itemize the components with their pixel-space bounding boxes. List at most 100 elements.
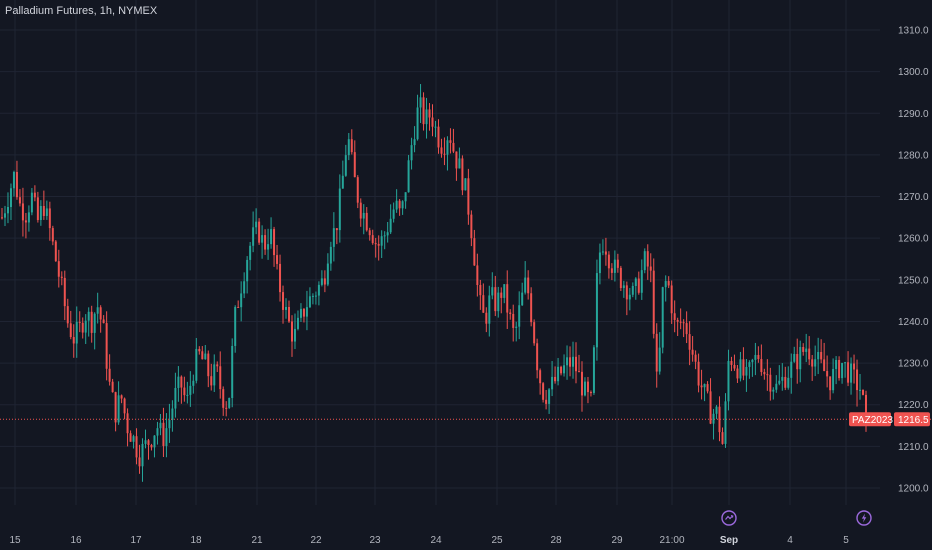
candle-body xyxy=(431,117,434,127)
candle-body xyxy=(586,381,589,393)
candle-body xyxy=(407,160,410,193)
candle-body xyxy=(1,217,3,219)
candle-body xyxy=(787,377,790,388)
y-tick-label: 1280.0 xyxy=(898,150,929,161)
candle-body xyxy=(652,270,655,334)
candle-body xyxy=(365,212,368,231)
candle-body xyxy=(299,308,302,318)
candle-body xyxy=(676,319,679,322)
candle-body xyxy=(410,145,413,161)
candle-body xyxy=(204,353,207,360)
candle-body xyxy=(826,370,829,377)
candle-body xyxy=(150,445,153,448)
candle-body xyxy=(703,384,706,388)
candle-body xyxy=(198,348,201,352)
candle-body xyxy=(296,317,299,329)
candle-body xyxy=(817,351,820,360)
candle-body xyxy=(320,278,323,285)
candle-body xyxy=(3,213,6,218)
candle-body xyxy=(452,142,455,152)
last-price-tag: 1216.5 xyxy=(898,415,929,426)
candle-body xyxy=(237,306,240,308)
candle-body xyxy=(401,201,404,209)
candle-body xyxy=(347,139,350,156)
y-tick-label: 1220.0 xyxy=(898,400,929,411)
candle-body xyxy=(760,359,763,373)
candle-body xyxy=(162,422,165,446)
candle-body xyxy=(129,433,132,442)
candle-body xyxy=(491,287,494,296)
x-tick-label: 16 xyxy=(70,535,82,546)
candle-body xyxy=(434,126,437,128)
candle-body xyxy=(847,362,850,383)
candle-body xyxy=(757,354,760,360)
candle-body xyxy=(865,394,867,420)
candle-body xyxy=(147,440,150,446)
candle-body xyxy=(470,214,473,239)
x-tick-label: 18 xyxy=(190,535,202,546)
dividend-event-icon[interactable] xyxy=(721,510,737,526)
candle-body xyxy=(57,261,60,277)
candle-body xyxy=(425,109,428,125)
candle-body xyxy=(314,295,317,297)
candle-body xyxy=(48,208,51,229)
candle-body xyxy=(273,229,276,256)
candle-body xyxy=(607,254,610,269)
candle-body xyxy=(506,284,509,313)
candle-body xyxy=(374,243,377,245)
candle-body xyxy=(168,420,171,429)
candle-body xyxy=(784,376,787,388)
x-tick-label: 22 xyxy=(310,535,322,546)
candle-body xyxy=(449,140,452,143)
candle-body xyxy=(691,349,694,355)
candle-body xyxy=(835,359,838,369)
candle-body xyxy=(736,368,739,379)
candle-body xyxy=(293,328,296,342)
x-tick-label: 21:00 xyxy=(659,535,684,546)
candle-body xyxy=(392,209,395,219)
candle-body xyxy=(655,333,658,372)
candle-body xyxy=(192,380,195,386)
candle-body xyxy=(616,259,619,268)
candle-body xyxy=(69,323,72,338)
candle-body xyxy=(207,353,210,377)
candle-body xyxy=(455,151,458,169)
candle-body xyxy=(99,307,102,320)
candle-body xyxy=(362,212,365,219)
candle-body xyxy=(500,292,503,298)
candle-body xyxy=(613,259,616,273)
candle-body xyxy=(144,440,147,444)
candle-body xyxy=(530,293,533,323)
candle-body xyxy=(533,322,536,344)
candle-body xyxy=(252,227,255,246)
candle-body xyxy=(557,366,560,382)
candle-body xyxy=(51,228,54,242)
candle-body xyxy=(81,322,84,333)
candle-body xyxy=(213,364,216,386)
candle-body xyxy=(625,285,628,300)
candle-body xyxy=(36,197,39,221)
candle-body xyxy=(670,285,673,314)
candle-body xyxy=(323,278,326,285)
lightning-event-icon[interactable] xyxy=(856,510,872,526)
candle-body xyxy=(560,366,563,374)
candle-body xyxy=(195,348,198,381)
candle-body xyxy=(575,356,578,372)
candle-body xyxy=(733,364,736,369)
candle-body xyxy=(595,273,598,348)
candle-body xyxy=(416,107,419,140)
candle-body xyxy=(856,369,859,391)
y-tick-label: 1250.0 xyxy=(898,275,929,286)
y-axis: 1200.0 1210.0 1220.0 1230.0 1240.0 1250.0 1260… xyxy=(898,26,929,495)
event-icons xyxy=(721,510,872,526)
candle-body xyxy=(572,356,575,367)
candle-body xyxy=(536,343,539,371)
candle-body xyxy=(688,334,691,350)
candle-body xyxy=(276,255,279,264)
candle-body xyxy=(859,389,862,391)
candle-body xyxy=(563,365,566,374)
y-tick-label: 1240.0 xyxy=(898,317,929,328)
candle-body xyxy=(814,359,817,367)
candle-body xyxy=(781,376,784,381)
